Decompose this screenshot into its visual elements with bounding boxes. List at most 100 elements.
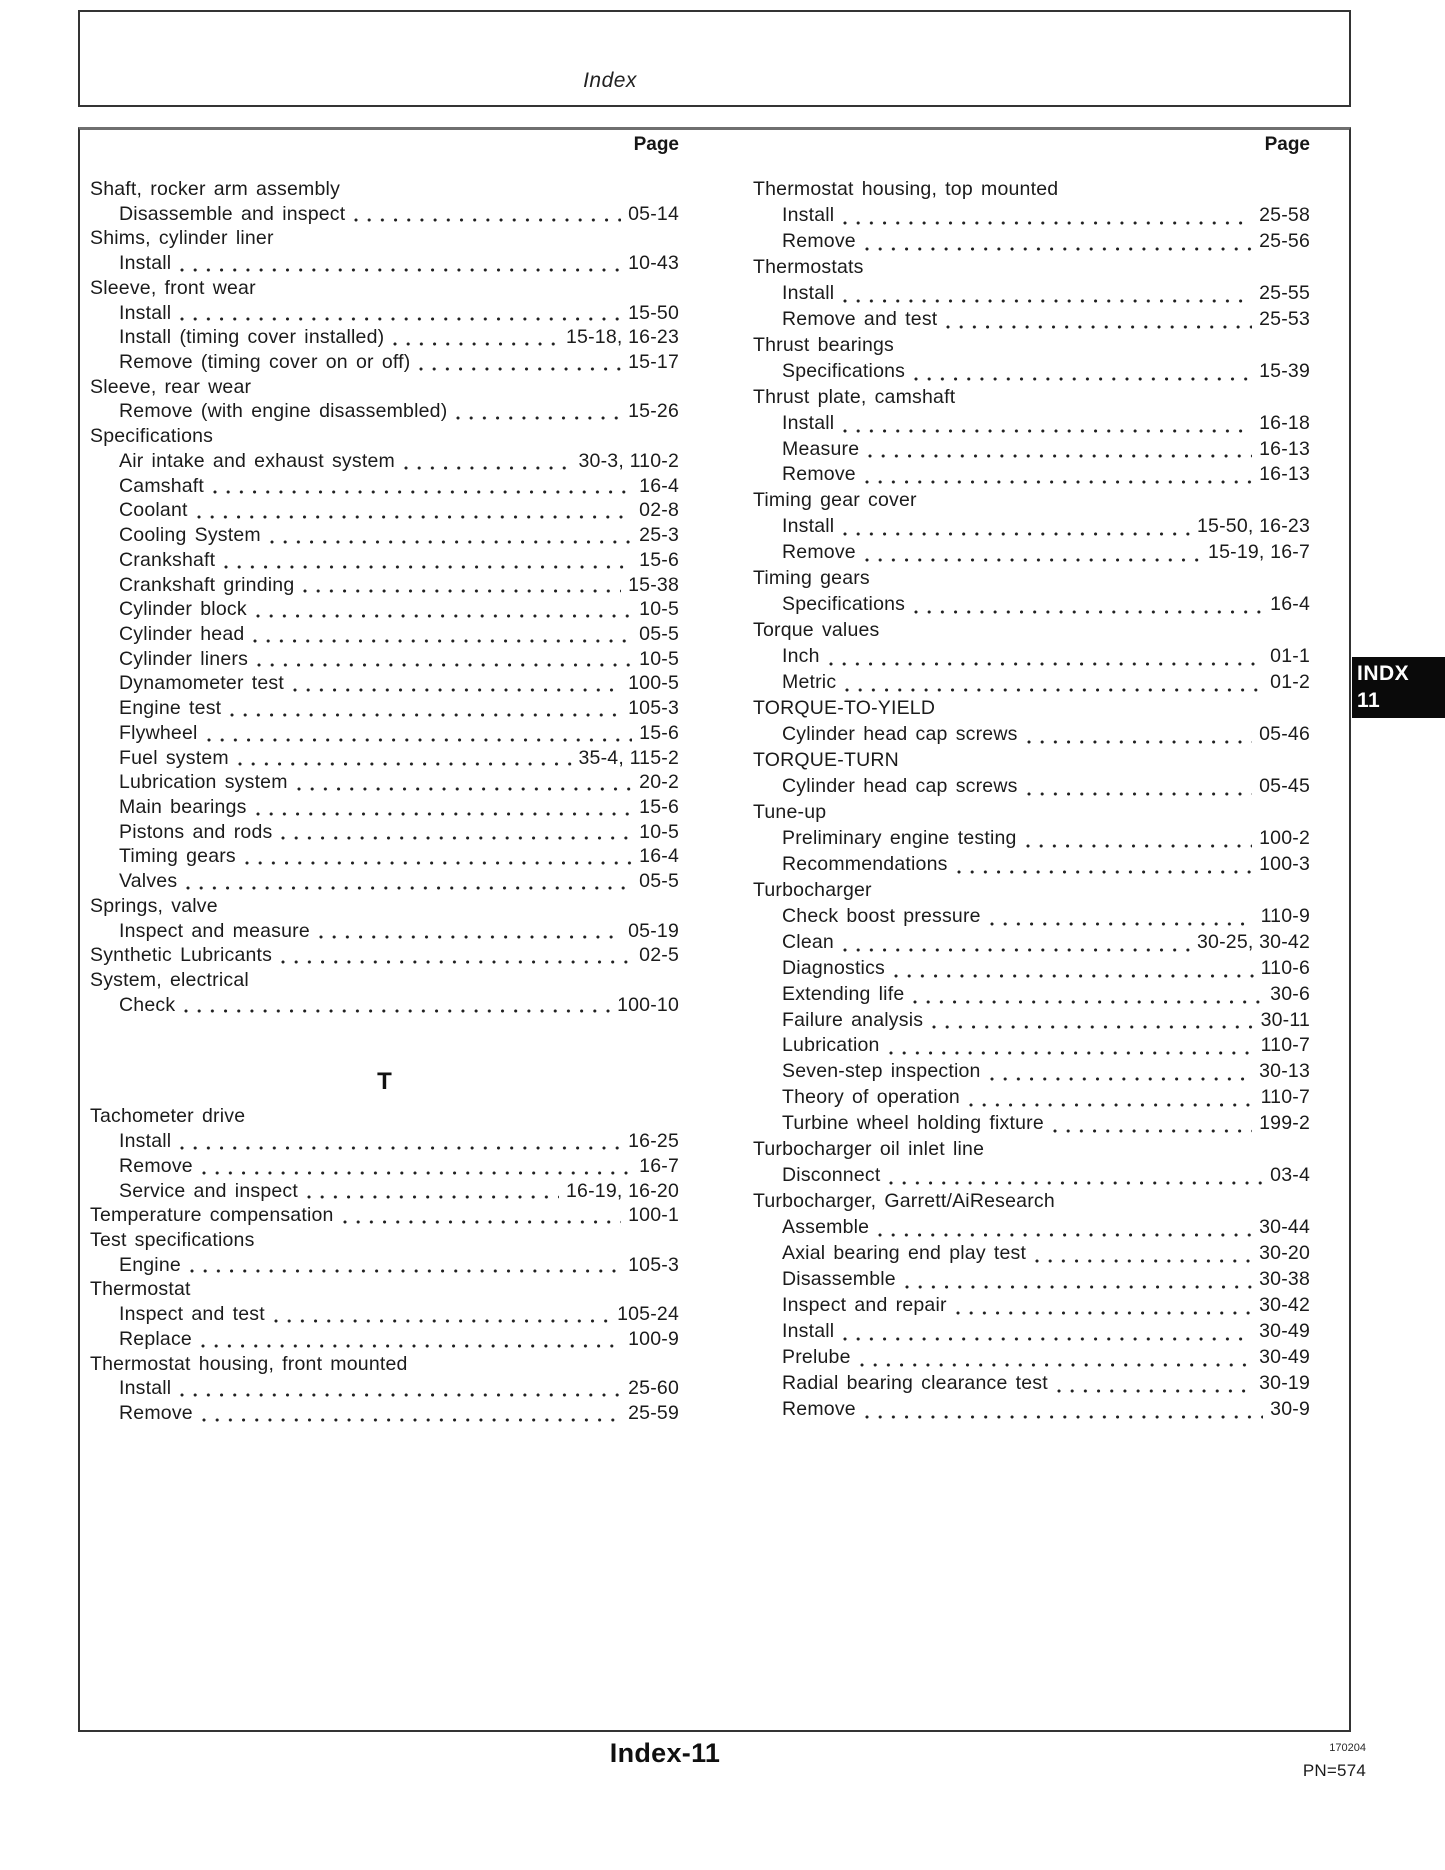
footer-page-number: Index-11 — [609, 1738, 721, 1768]
dot-leader — [180, 267, 622, 272]
index-entry: Install 25-55 — [753, 281, 1310, 307]
index-entry: Crankshaft grinding 15-38 — [90, 573, 679, 598]
index-entry: Radial bearing clearance test 30-19 — [753, 1371, 1310, 1397]
entry-label: System, electrical — [90, 969, 249, 991]
entry-label: Temperature compensation — [90, 1204, 334, 1227]
index-entry: Engine test 105-3 — [90, 696, 679, 721]
index-heading: Test specifications — [90, 1228, 679, 1253]
dot-leader — [1052, 1129, 1253, 1134]
entry-label: Sleeve, front wear — [90, 276, 256, 299]
index-heading: Tachometer drive — [90, 1104, 679, 1129]
index-entry: Failure analysis 30-11 — [753, 1008, 1310, 1034]
dot-leader — [1035, 1259, 1253, 1264]
dot-leader — [213, 490, 633, 495]
index-entry: Assemble 30-44 — [753, 1215, 1310, 1241]
entry-page-number: 15-50 — [628, 301, 679, 324]
dot-leader — [864, 1414, 1264, 1419]
index-entry: Seven-step inspection 30-13 — [753, 1059, 1310, 1085]
entry-label: Main bearings — [119, 795, 247, 818]
entry-page-number: 30-25, 30-42 — [1197, 930, 1310, 953]
index-entry: Inspect and test 105-24 — [90, 1302, 679, 1327]
dot-leader — [845, 688, 1264, 693]
index-entry: Install 25-58 — [753, 203, 1310, 229]
index-entry: Fuel system 35-4, 115-2 — [90, 746, 679, 771]
entry-label: Turbocharger, Garrett/AiResearch — [753, 1190, 1055, 1213]
dot-leader — [200, 1343, 622, 1348]
entry-label: Inspect and test — [119, 1303, 265, 1326]
dot-leader — [224, 564, 633, 569]
dot-leader — [189, 1269, 622, 1274]
entry-label: Disconnect — [782, 1164, 881, 1187]
index-heading: TORQUE-TURN — [753, 748, 1310, 774]
index-entry: Check 100-10 — [90, 993, 679, 1018]
entry-label: Failure analysis — [782, 1008, 924, 1031]
index-entry: Prelube 30-49 — [753, 1345, 1310, 1371]
tab-label-line2: 11 — [1357, 688, 1381, 712]
entry-label: Torque values — [753, 619, 880, 642]
entry-label: Specifications — [782, 359, 906, 382]
entry-page-number: 110-7 — [1260, 1034, 1310, 1057]
index-heading: Turbocharger, Garrett/AiResearch — [753, 1189, 1310, 1215]
page-column-header-right: Page — [1264, 134, 1310, 155]
tab-label-line1: INDX — [1357, 662, 1410, 685]
entry-page-number: 15-6 — [639, 795, 679, 818]
entry-page-number: 15-18, 16-23 — [566, 326, 679, 349]
entry-label: Pistons and rods — [119, 820, 273, 843]
dot-leader — [1056, 1388, 1253, 1393]
index-heading: Torque values — [753, 618, 1310, 644]
index-entry: Synthetic Lubricants 02-5 — [90, 943, 679, 968]
document-title: Index — [583, 69, 637, 92]
entry-page-number: 25-55 — [1259, 281, 1310, 304]
dot-leader — [878, 1233, 1253, 1238]
index-entry: Metric 01-2 — [753, 670, 1310, 696]
entry-page-number: 30-20 — [1259, 1242, 1310, 1265]
page-header-box: Index — [78, 10, 1351, 107]
entry-label: Inspect and measure — [119, 919, 310, 942]
entry-page-number: 105-3 — [628, 1253, 679, 1276]
dot-leader — [889, 1181, 1264, 1186]
index-entry: Install 15-50 — [90, 301, 679, 326]
entry-page-number: 15-6 — [639, 548, 679, 571]
index-entry: Lubrication 110-7 — [753, 1033, 1310, 1059]
dot-leader — [913, 999, 1264, 1004]
entry-label: Shims, cylinder liner — [90, 227, 274, 250]
index-entry: Remove 16-7 — [90, 1154, 679, 1179]
entry-label: Flywheel — [119, 721, 198, 744]
footer-pn-number: PN=574 — [1302, 1761, 1366, 1780]
index-entry: Inspect and measure 05-19 — [90, 919, 679, 944]
index-entry: Install 16-25 — [90, 1129, 679, 1154]
entry-label: TORQUE-TO-YIELD — [753, 697, 936, 720]
dot-leader — [184, 1009, 611, 1014]
dot-leader — [894, 973, 1254, 978]
entry-label: Turbocharger oil inlet line — [753, 1138, 985, 1161]
dot-leader — [206, 737, 633, 742]
entry-label: Thrust bearings — [753, 333, 894, 356]
index-entry: Recommendations 100-3 — [753, 852, 1310, 878]
entry-label: Service and inspect — [119, 1179, 298, 1202]
index-heading: Turbocharger — [753, 878, 1310, 904]
entry-label: Specifications — [90, 425, 214, 448]
index-entry: Diagnostics 110-6 — [753, 956, 1310, 982]
entry-page-number: 25-60 — [628, 1377, 679, 1400]
entry-label: Metric — [782, 671, 837, 694]
index-heading: Thrust bearings — [753, 333, 1310, 359]
entry-label: Inch — [782, 645, 820, 668]
entry-label: Engine test — [119, 697, 222, 720]
entry-label: Crankshaft grinding — [119, 573, 295, 596]
dot-leader — [237, 762, 572, 767]
entry-label: Cylinder liners — [119, 647, 249, 670]
index-entry: Preliminary engine testing 100-2 — [753, 826, 1310, 852]
entry-label: Inspect and repair — [782, 1293, 947, 1316]
index-entry: Crankshaft 15-6 — [90, 548, 679, 573]
dot-leader — [180, 1145, 622, 1150]
entry-label: Engine — [119, 1253, 181, 1276]
entry-page-number: 25-53 — [1259, 307, 1310, 330]
entry-label: Seven-step inspection — [782, 1060, 981, 1083]
entry-page-number: 16-7 — [639, 1154, 679, 1177]
entry-page-number: 10-5 — [639, 598, 679, 621]
entry-label: Remove — [119, 1154, 193, 1177]
entry-label: Cylinder block — [119, 598, 247, 621]
index-entry: Check boost pressure 110-9 — [753, 904, 1310, 930]
dot-leader — [306, 1195, 560, 1200]
dot-leader — [868, 454, 1253, 459]
